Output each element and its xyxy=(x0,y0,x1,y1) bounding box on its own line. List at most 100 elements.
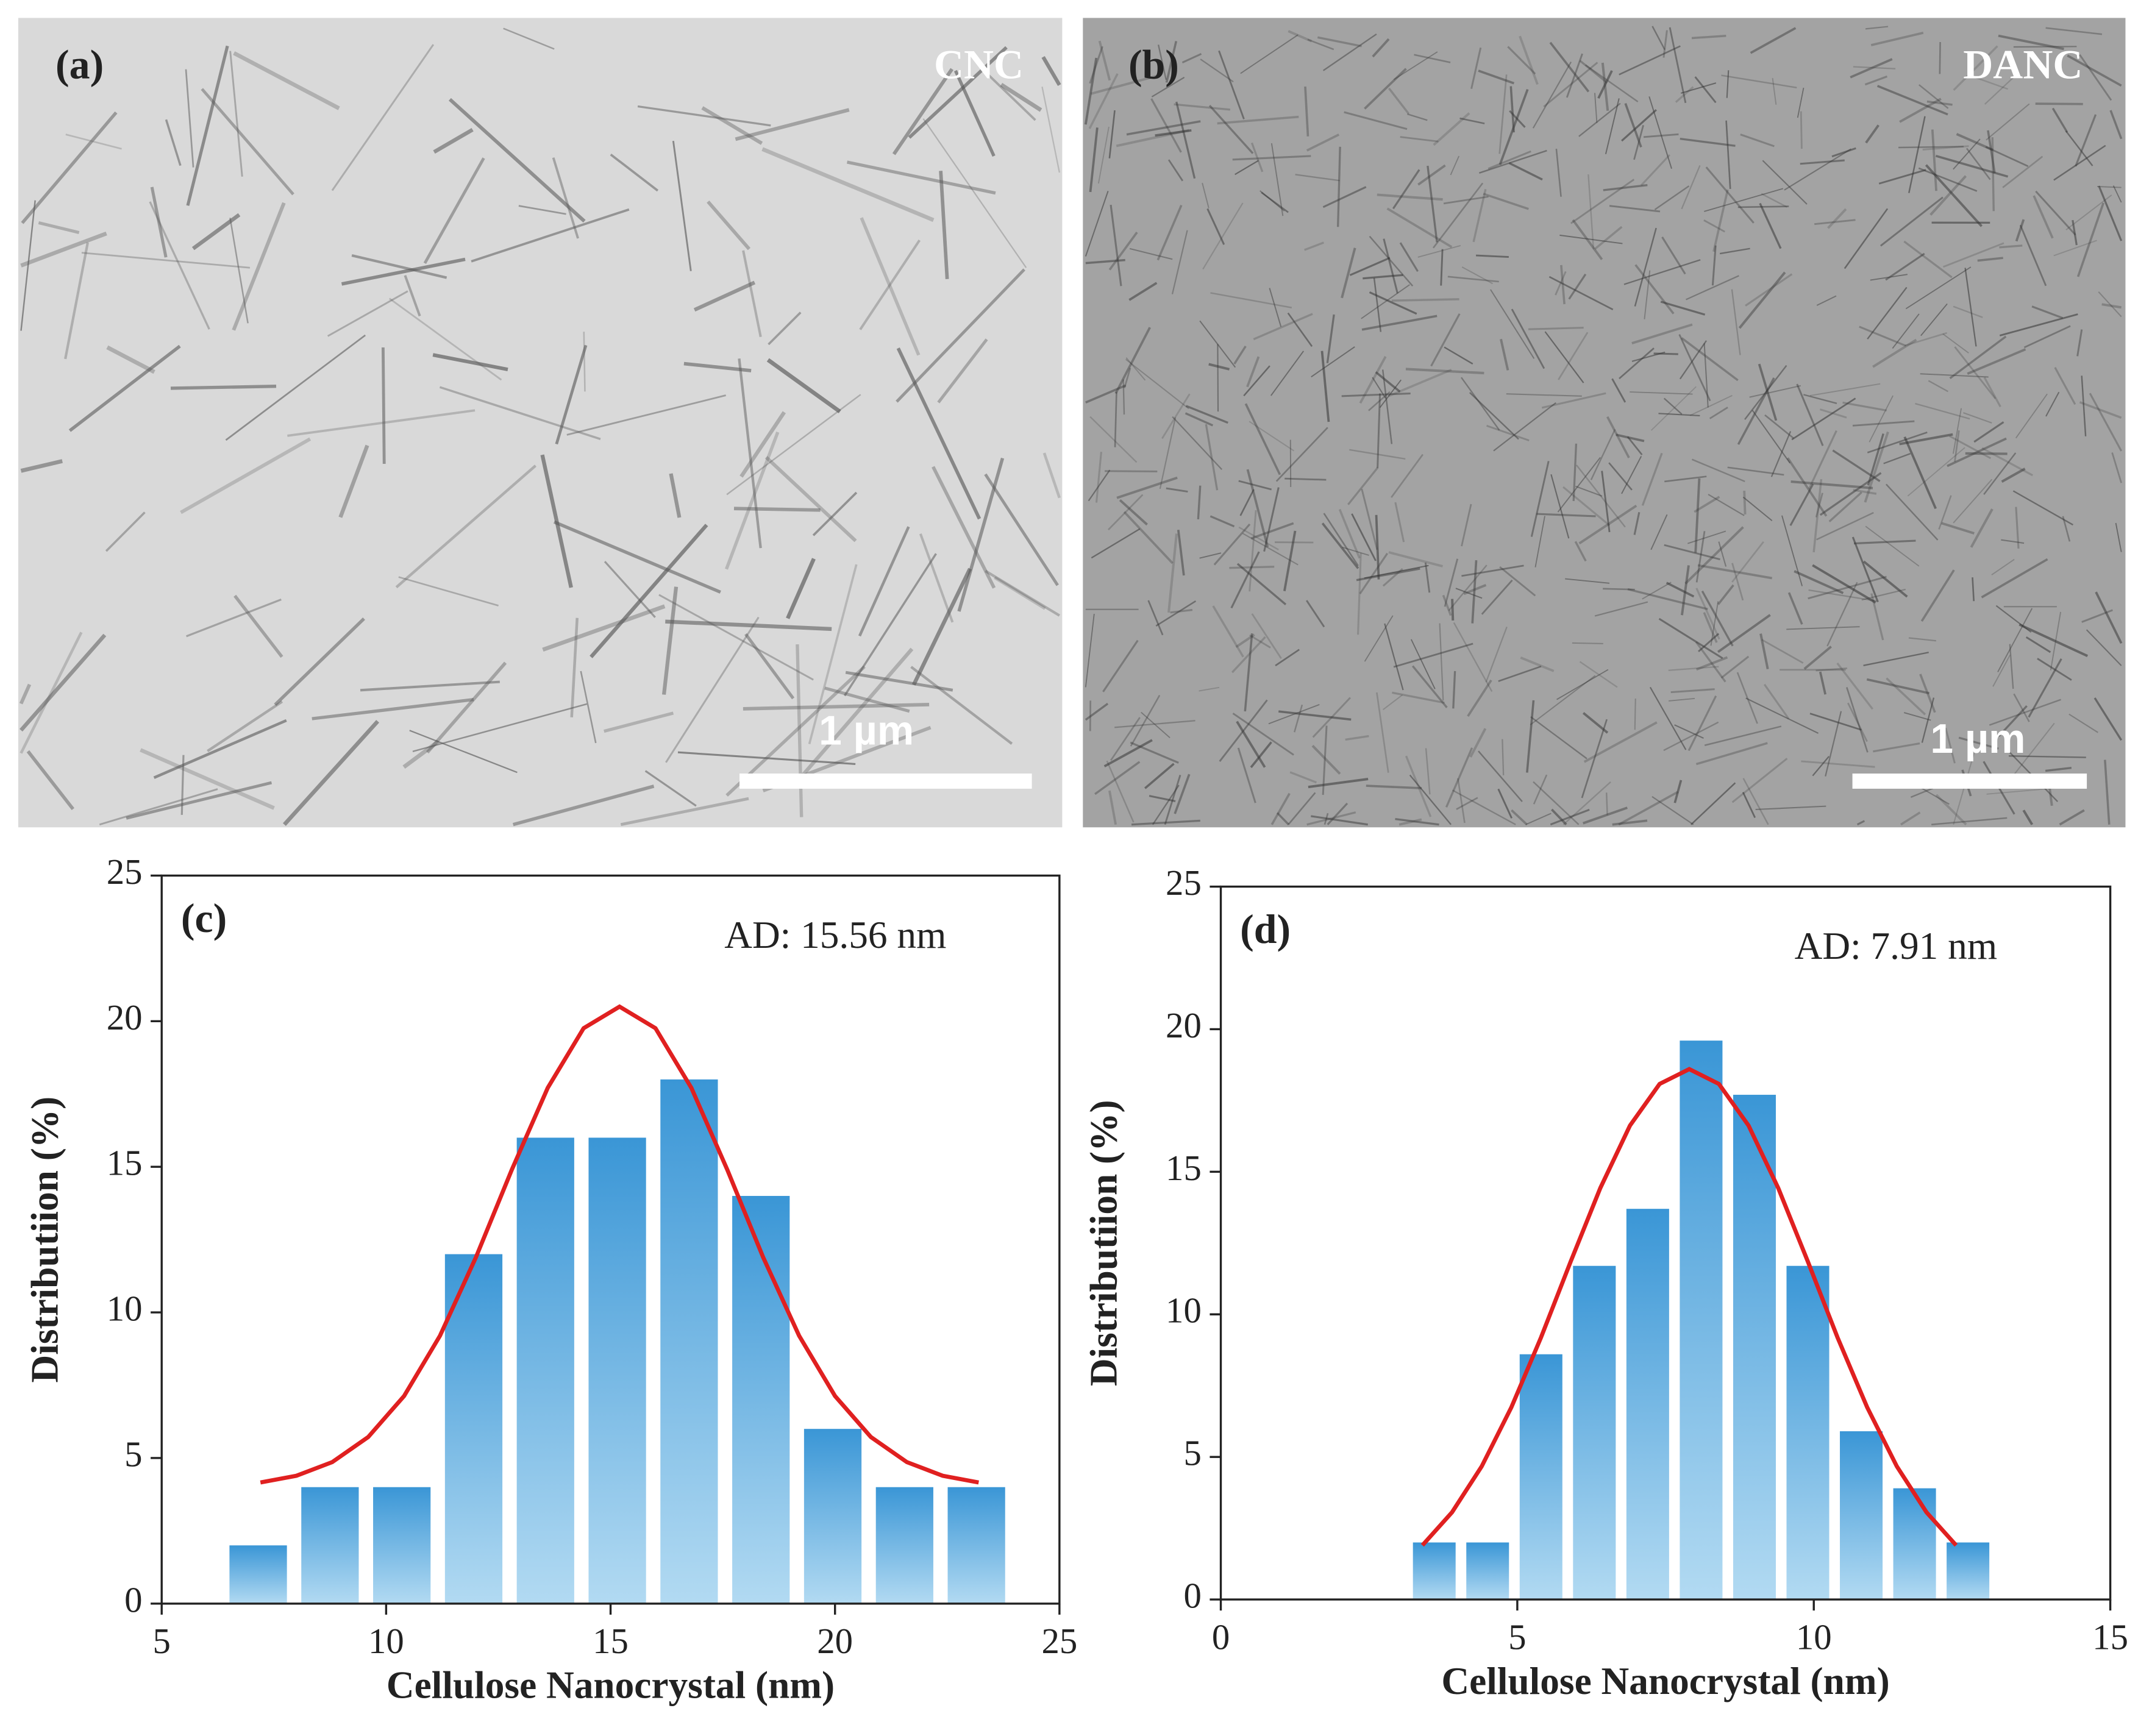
fiber xyxy=(1439,623,1444,701)
fiber xyxy=(1557,457,1601,513)
fiber xyxy=(824,686,910,713)
fiber xyxy=(1128,282,1158,301)
fiber xyxy=(1853,66,1896,69)
fiber xyxy=(1985,146,2029,167)
fiber xyxy=(1541,392,1606,409)
fiber xyxy=(1235,633,1255,649)
fiber xyxy=(2098,291,2122,318)
fiber xyxy=(1530,716,1587,760)
fiber xyxy=(1572,443,1578,502)
fiber xyxy=(233,51,340,110)
fiber xyxy=(570,617,579,717)
fiber xyxy=(1306,133,1340,152)
fiber xyxy=(1304,241,1324,251)
fiber xyxy=(1972,577,1975,602)
fiber xyxy=(1519,35,1539,85)
fiber xyxy=(312,697,474,720)
fiber xyxy=(1368,391,1391,411)
fiber xyxy=(1240,34,1299,74)
fiber xyxy=(1644,270,1651,319)
fiber xyxy=(1152,784,1180,825)
fiber xyxy=(1631,323,1693,344)
fiber xyxy=(1931,129,1937,191)
fiber xyxy=(1981,447,2033,477)
fiber xyxy=(2115,522,2122,552)
fiber xyxy=(1213,523,1251,566)
fiber xyxy=(1212,605,1244,658)
fiber xyxy=(1920,569,1955,622)
fiber xyxy=(1703,343,1709,408)
fiber xyxy=(1471,560,1478,624)
fiber xyxy=(1759,202,1782,249)
fiber xyxy=(150,187,168,258)
fiber xyxy=(225,334,366,441)
bar xyxy=(875,1487,933,1604)
bar xyxy=(588,1137,646,1604)
scale-bar xyxy=(739,774,1032,789)
fiber xyxy=(1263,487,1280,552)
fiber xyxy=(1364,564,1429,579)
fiber xyxy=(1686,275,1739,301)
fiber xyxy=(620,797,749,827)
fiber xyxy=(423,157,485,265)
fiber xyxy=(1668,666,1719,671)
y-axis-label: Distributiion (%) xyxy=(1083,1100,1125,1386)
fiber xyxy=(404,275,421,317)
fiber xyxy=(1815,493,1823,518)
fiber xyxy=(1443,196,1489,205)
fiber xyxy=(1425,748,1431,795)
fiber xyxy=(1606,792,1608,816)
bar xyxy=(1840,1431,1883,1600)
fiber xyxy=(1268,704,1320,725)
fiber xyxy=(1654,185,1690,210)
fiber xyxy=(2009,644,2014,689)
fiber xyxy=(1919,84,1949,109)
fiber xyxy=(1456,797,1478,810)
bar xyxy=(516,1137,574,1604)
fiber xyxy=(1903,240,1953,279)
fiber xyxy=(1903,712,1931,721)
y-tick-label: 25 xyxy=(1166,863,1202,903)
fiber xyxy=(1108,790,1117,825)
fiber xyxy=(1605,98,1620,154)
fiber xyxy=(1398,818,1422,826)
fiber xyxy=(186,598,282,638)
fiber xyxy=(1865,124,1879,144)
y-axis-label: Distributiion (%) xyxy=(23,1097,66,1383)
fiber xyxy=(1164,774,1181,825)
fiber xyxy=(1669,27,1687,104)
fiber xyxy=(1935,794,1967,826)
fiber xyxy=(1125,357,1146,381)
fiber xyxy=(1202,182,1210,208)
fiber xyxy=(1451,599,1455,621)
fiber xyxy=(1862,560,1908,598)
fiber xyxy=(1520,656,1555,672)
fiber xyxy=(1246,469,1269,548)
fiber xyxy=(637,105,771,127)
fiber xyxy=(1185,405,1228,424)
fiber xyxy=(1498,74,1508,154)
fiber xyxy=(669,473,682,518)
fiber xyxy=(1167,533,1178,613)
fiber xyxy=(1534,516,1545,567)
fiber xyxy=(542,604,666,652)
fiber xyxy=(1085,191,1109,257)
fiber xyxy=(1616,433,1645,443)
fiber xyxy=(1594,93,1598,123)
x-tick-label: 20 xyxy=(817,1621,853,1661)
fiber xyxy=(1141,711,1170,738)
fiber xyxy=(1472,188,1487,243)
fiber xyxy=(1711,245,1717,286)
fiber xyxy=(1476,254,1509,258)
fiber xyxy=(2111,452,2122,483)
fiber xyxy=(2104,760,2111,825)
fiber xyxy=(1478,69,1515,85)
fiber xyxy=(1885,252,1925,281)
fiber xyxy=(2028,658,2062,718)
fiber xyxy=(2075,114,2097,167)
plot-frame xyxy=(1219,885,2112,1601)
fiber xyxy=(1673,780,1683,803)
fiber xyxy=(170,385,277,390)
fiber xyxy=(360,680,500,692)
fiber xyxy=(1490,289,1535,359)
